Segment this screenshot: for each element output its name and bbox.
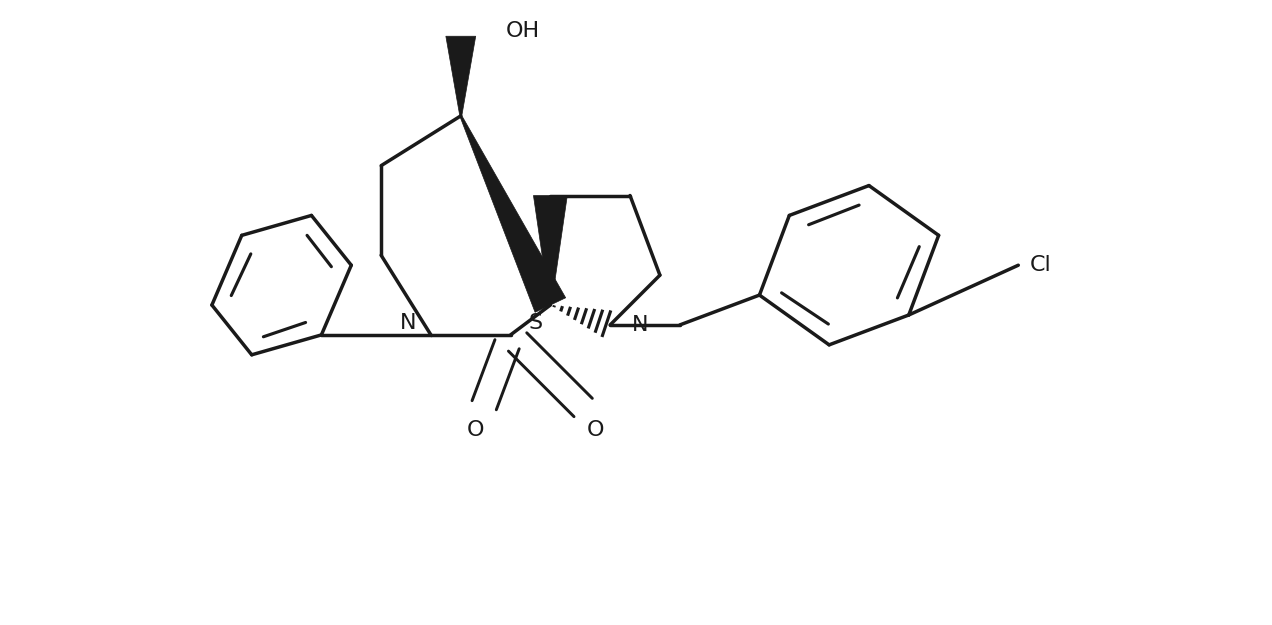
Text: OH: OH bbox=[505, 21, 539, 41]
Text: Cl: Cl bbox=[1030, 255, 1052, 275]
Polygon shape bbox=[533, 196, 567, 305]
Text: O: O bbox=[586, 419, 604, 439]
Polygon shape bbox=[446, 36, 476, 116]
Text: N: N bbox=[632, 315, 649, 335]
Polygon shape bbox=[460, 116, 566, 312]
Text: N: N bbox=[399, 313, 416, 333]
Text: O: O bbox=[467, 419, 485, 439]
Text: S: S bbox=[528, 313, 543, 333]
